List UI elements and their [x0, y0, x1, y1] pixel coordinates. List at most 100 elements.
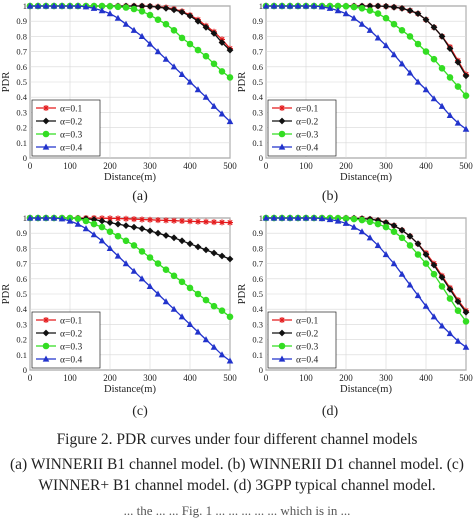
y-tick-label: 0.4 [16, 92, 27, 102]
data-point [114, 220, 122, 228]
data-point [154, 48, 162, 55]
data-point [462, 92, 470, 99]
y-tick-label: 0.6 [16, 274, 27, 284]
x-tick-label: 100 [299, 161, 313, 171]
y-axis-label: PDR [1, 284, 12, 304]
x-tick-label: 300 [143, 161, 157, 171]
legend: α=0.1 α=0.2 α=0.3 α=0.4 [31, 99, 101, 157]
y-tick-label: 1 [23, 213, 27, 223]
data-point [202, 336, 210, 343]
data-point [171, 217, 177, 224]
y-tick-label: 0.8 [16, 243, 27, 253]
data-point [294, 214, 302, 221]
x-tick-label: 400 [419, 373, 433, 383]
data-point [342, 3, 350, 10]
data-series [262, 214, 470, 350]
data-point [34, 2, 42, 9]
data-point [446, 111, 454, 118]
data-point [218, 68, 226, 75]
data-point [366, 7, 374, 14]
data-point [218, 252, 226, 260]
data-point [178, 237, 186, 245]
data-point [430, 95, 438, 102]
data-point [90, 216, 98, 223]
y-tick-label: 0.7 [252, 47, 263, 57]
data-point [186, 320, 194, 327]
data-point [162, 298, 170, 305]
data-point [318, 3, 326, 10]
data-point [310, 2, 318, 9]
data-point [326, 216, 334, 223]
data-point [318, 215, 326, 222]
legend-entry: α=0.1 [60, 317, 82, 327]
data-point [334, 217, 342, 224]
data-point [186, 240, 194, 248]
y-tick-label: 0.8 [16, 31, 27, 41]
data-point [462, 72, 470, 80]
data-point [390, 3, 398, 11]
x-tick-label: 200 [339, 161, 353, 171]
y-tick-label: 0.4 [16, 304, 27, 314]
legend-marker [278, 130, 286, 138]
data-point [66, 217, 74, 224]
data-point [382, 223, 390, 231]
data-point [342, 10, 350, 17]
data-point [414, 40, 422, 48]
data-point [178, 278, 186, 286]
legend-entry: α=0.3 [296, 131, 318, 141]
y-axis-label: PDR [237, 72, 248, 92]
data-point [42, 214, 50, 221]
y-tick-label: 0.1 [16, 350, 27, 360]
data-point [194, 46, 202, 54]
x-tick-label: 0 [28, 161, 33, 171]
data-point [210, 249, 218, 257]
data-point [210, 60, 218, 68]
chart-panel: 0 0.1 0.2 0.3 0.4 0.5 0.6 0.7 0.8 0.9 1 0 100 200 300 4… [1, 213, 237, 419]
data-point [334, 7, 342, 14]
data-point [146, 254, 154, 261]
data-point [115, 215, 121, 222]
data-point [146, 40, 154, 47]
data-point [226, 255, 234, 263]
legend: α=0.1 α=0.2 α=0.3 α=0.4 [267, 99, 337, 157]
y-tick-label: 1 [259, 213, 263, 223]
data-point [186, 40, 194, 48]
data-point [462, 343, 470, 350]
x-tick-label: 500 [223, 373, 237, 383]
data-point [186, 12, 194, 20]
data-point [114, 232, 122, 240]
data-point [398, 234, 406, 242]
data-point [154, 260, 162, 267]
data-point [374, 217, 382, 224]
data-point [310, 214, 318, 221]
data-point [170, 272, 178, 280]
data-point [302, 214, 310, 221]
y-tick-label: 0.7 [16, 47, 27, 57]
data-point [202, 296, 210, 304]
data-point [382, 251, 390, 258]
data-point [138, 8, 146, 15]
data-point [454, 58, 462, 66]
data-point [202, 93, 210, 100]
data-point [278, 214, 286, 221]
data-point [374, 2, 382, 10]
data-point [154, 3, 162, 11]
data-point [422, 86, 430, 93]
data-point [42, 2, 50, 9]
legend-entry: α=0.2 [296, 118, 318, 128]
legend-marker [42, 130, 50, 138]
legend: α=0.1 α=0.2 α=0.3 α=0.4 [31, 311, 101, 369]
data-series [26, 214, 234, 364]
data-point [195, 218, 201, 225]
data-point [34, 214, 42, 221]
data-point [422, 251, 430, 258]
data-point [106, 219, 114, 226]
data-point [162, 266, 170, 274]
y-axis-label: PDR [237, 284, 248, 304]
x-tick-label: 0 [264, 373, 269, 383]
data-point [98, 217, 106, 225]
legend-marker [278, 342, 286, 350]
data-point [398, 60, 406, 67]
data-point [270, 214, 278, 221]
y-tick-label: 0.3 [252, 107, 263, 117]
